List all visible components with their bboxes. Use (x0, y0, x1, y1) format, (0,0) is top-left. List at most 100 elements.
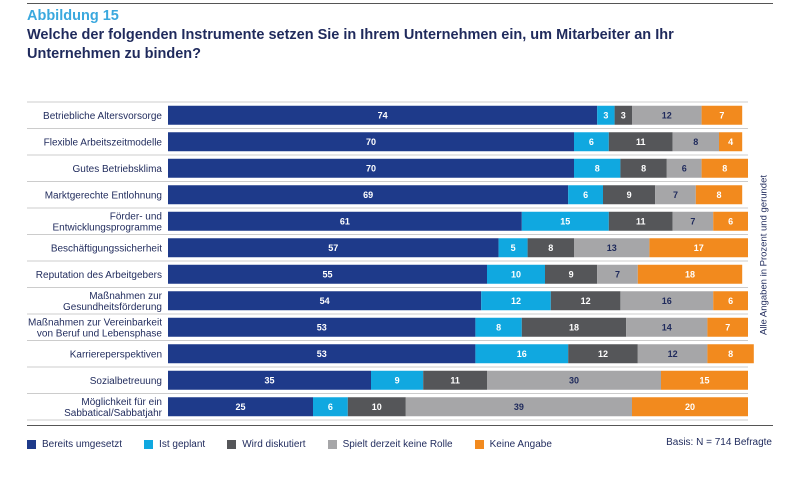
category-label: Maßnahmen zur Gesundheitsförderung (63, 291, 163, 313)
bar-segment (666, 158, 702, 178)
category-label: Förder- und Entwicklungsprogramme (53, 211, 163, 233)
category-label: Gutes Betriebsklima (73, 164, 163, 175)
data-label: 11 (636, 137, 646, 147)
data-label: 13 (607, 243, 617, 253)
category-label: Flexible Arbeitszeitmodelle (44, 137, 163, 148)
bar-segment (707, 344, 754, 364)
bar-segment (695, 185, 743, 205)
data-label: 10 (511, 269, 521, 279)
bar-segment (168, 238, 499, 258)
data-label: 6 (728, 216, 733, 226)
data-label: 30 (569, 375, 579, 385)
data-label: 54 (320, 296, 330, 306)
data-label: 12 (581, 296, 591, 306)
bar-segment (620, 291, 714, 311)
category-label: Reputation des Arbeitgebers (36, 270, 162, 281)
data-label: 17 (694, 243, 704, 253)
bar-segment (527, 238, 574, 258)
chart-title: Welche der folgenden Instrumente setzen … (27, 27, 674, 62)
legend-label: Spielt derzeit keine Rolle (342, 438, 453, 450)
bar-segment (168, 344, 476, 364)
bar-segment (719, 132, 743, 152)
data-label: 18 (685, 269, 695, 279)
data-label: 53 (317, 349, 327, 359)
data-label: 8 (595, 163, 600, 173)
bar-segment (168, 105, 598, 125)
bar-segment (672, 132, 719, 152)
bar-segment (574, 238, 650, 258)
bar-segment (608, 132, 673, 152)
data-label: 9 (569, 269, 574, 279)
bar-segment (168, 370, 371, 390)
bar-segment (481, 291, 551, 311)
bar-segment (405, 397, 632, 417)
data-label: 3 (603, 110, 608, 120)
legend-item: Keine Angabe (474, 439, 552, 450)
top-rule (27, 3, 773, 4)
data-label: 16 (662, 296, 672, 306)
bar-segment (701, 158, 748, 178)
category-label: Beschäftigungssicherheit (51, 243, 162, 254)
bar-segment (608, 211, 673, 231)
data-label: 8 (641, 163, 646, 173)
data-label: 7 (673, 190, 678, 200)
legend-item: Ist geplant (144, 439, 205, 450)
data-label: 69 (363, 190, 373, 200)
category-label: Möglichkeit für ein Sabbatical/Sabbatjahr (64, 397, 163, 419)
legend-item: Spielt derzeit keine Rolle (327, 438, 453, 450)
data-label: 9 (627, 190, 632, 200)
data-label: 12 (662, 110, 672, 120)
data-label: 10 (372, 402, 382, 412)
bar-segment (603, 185, 656, 205)
bar-segment (545, 264, 598, 284)
legend-swatch (474, 439, 484, 449)
data-label: 12 (511, 296, 521, 306)
legend: Bereits umgesetzt Ist geplant Wird diskuti… (27, 436, 574, 452)
bar-segment (487, 370, 661, 390)
bar-segment (313, 397, 348, 417)
bar-segment (701, 105, 743, 125)
data-label: 7 (725, 322, 730, 332)
data-label: 57 (328, 243, 338, 253)
data-label: 9 (395, 375, 400, 385)
bar-segment (521, 317, 627, 337)
category-label: Karriereperspektiven (70, 349, 162, 360)
bar-segment (568, 344, 638, 364)
bar-segment (637, 344, 708, 364)
bar-segment (597, 105, 615, 125)
bar-segment (487, 264, 545, 284)
legend-label: Ist geplant (159, 438, 206, 450)
bar-segment (475, 344, 569, 364)
data-label: 61 (340, 216, 350, 226)
legend-item: Wird diskutiert (227, 439, 306, 450)
bottom-rule (27, 425, 773, 426)
bar-segment (637, 264, 743, 284)
data-label: 8 (496, 322, 501, 332)
data-label: 25 (235, 402, 245, 412)
legend-swatch (327, 439, 337, 449)
data-label: 8 (548, 243, 553, 253)
bar-segment (661, 370, 748, 390)
data-label: 7 (690, 216, 695, 226)
data-label: 6 (728, 296, 733, 306)
data-label: 6 (682, 163, 687, 173)
data-label: 7 (615, 269, 620, 279)
bar-segment (713, 291, 748, 311)
data-label: 6 (589, 137, 594, 147)
bar-segment (168, 291, 482, 311)
data-label: 8 (693, 137, 698, 147)
data-label: 12 (598, 349, 608, 359)
bar-segment (168, 397, 313, 417)
data-label: 3 (621, 110, 626, 120)
bar-segment (597, 264, 638, 284)
bar-segment (568, 185, 603, 205)
bar-segment (626, 317, 708, 337)
data-label: 74 (378, 110, 388, 120)
bar-segment (498, 238, 528, 258)
data-label: 16 (517, 349, 527, 359)
data-label: 5 (511, 243, 516, 253)
bar-segment (614, 105, 632, 125)
data-label: 70 (366, 163, 376, 173)
side-note: Alle Angaben in Prozent und gerundet (756, 105, 772, 405)
